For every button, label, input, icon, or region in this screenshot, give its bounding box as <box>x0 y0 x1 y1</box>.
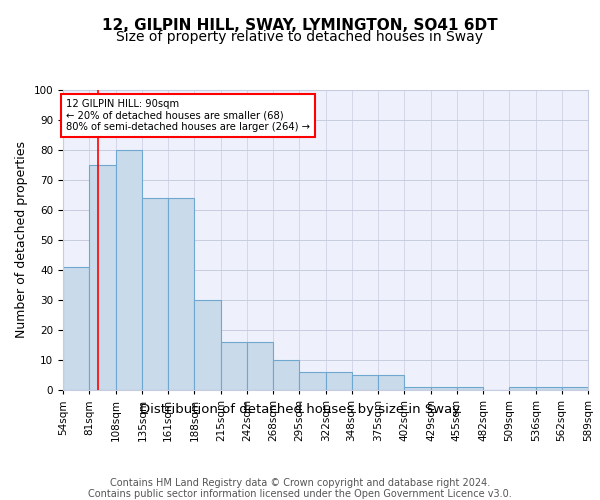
Bar <box>273 360 299 390</box>
Bar <box>457 387 483 390</box>
Bar <box>562 387 588 390</box>
Bar <box>299 372 326 390</box>
Bar <box>404 387 431 390</box>
Text: Contains HM Land Registry data © Crown copyright and database right 2024.
Contai: Contains HM Land Registry data © Crown c… <box>88 478 512 499</box>
Bar <box>326 372 352 390</box>
Text: 12 GILPIN HILL: 90sqm
← 20% of detached houses are smaller (68)
80% of semi-deta: 12 GILPIN HILL: 90sqm ← 20% of detached … <box>66 99 310 132</box>
Bar <box>352 375 378 390</box>
Bar <box>194 300 221 390</box>
Bar <box>89 165 116 390</box>
Bar <box>168 198 194 390</box>
Bar <box>221 342 247 390</box>
Bar <box>142 198 168 390</box>
Bar <box>509 387 536 390</box>
Text: Distribution of detached houses by size in Sway: Distribution of detached houses by size … <box>140 402 460 415</box>
Bar <box>536 387 562 390</box>
Bar <box>247 342 273 390</box>
Bar <box>63 267 89 390</box>
Bar <box>378 375 404 390</box>
Bar <box>116 150 142 390</box>
Bar <box>431 387 457 390</box>
Y-axis label: Number of detached properties: Number of detached properties <box>15 142 28 338</box>
Text: Size of property relative to detached houses in Sway: Size of property relative to detached ho… <box>116 30 484 44</box>
Text: 12, GILPIN HILL, SWAY, LYMINGTON, SO41 6DT: 12, GILPIN HILL, SWAY, LYMINGTON, SO41 6… <box>102 18 498 32</box>
